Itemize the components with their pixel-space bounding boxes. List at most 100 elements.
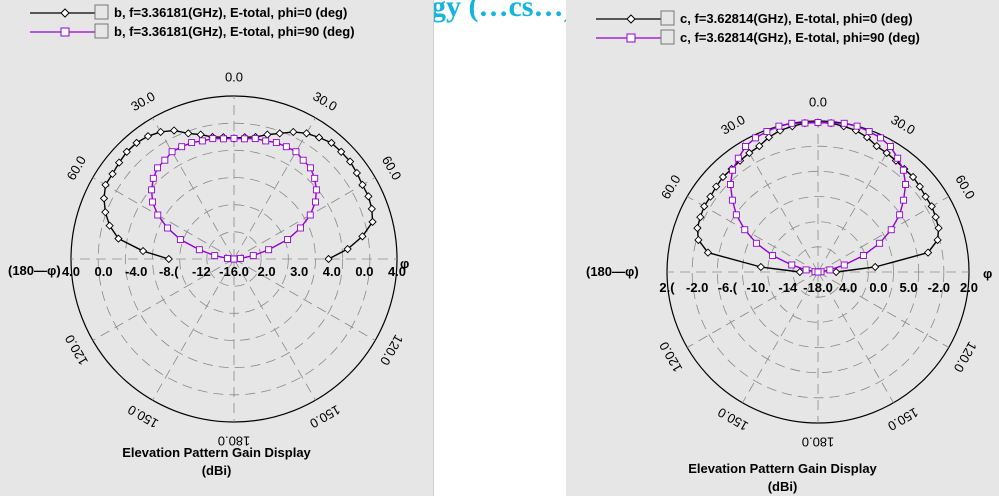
angle-label-top: 0.0 <box>225 69 243 84</box>
data-point-diamond <box>693 223 702 233</box>
data-point-diamond <box>302 129 311 138</box>
radial-tick-label: -12 <box>192 264 211 279</box>
radial-tick-label: 4.0 <box>388 264 406 279</box>
data-point-diamond <box>862 133 872 142</box>
data-point-square <box>230 255 238 263</box>
polar-grid-ring <box>206 231 262 287</box>
data-point-square <box>164 224 171 232</box>
radial-tick-label: 2.0 <box>960 280 978 295</box>
data-point-square <box>265 246 273 254</box>
data-point-diamond <box>872 141 881 151</box>
data-point-diamond <box>337 147 346 156</box>
data-point-square <box>220 135 227 143</box>
chart-caption: Elevation Pattern Gain Display (dBi) <box>0 444 433 480</box>
radial-tick-label: 0.0 <box>95 264 113 279</box>
data-point-square <box>763 128 771 135</box>
data-point-square <box>307 164 314 172</box>
data-point-square <box>894 154 902 162</box>
radial-tick-label: 4.0 <box>62 264 80 279</box>
data-point-diamond <box>138 246 148 256</box>
data-point-square <box>728 196 736 204</box>
data-point-diamond <box>101 208 110 217</box>
polar-spoke <box>152 117 235 260</box>
data-point-diamond <box>795 267 805 277</box>
data-point-diamond <box>871 262 880 272</box>
data-point-diamond <box>114 234 123 243</box>
angle-label-mid-left: 60.0 <box>658 172 684 201</box>
legend-checkbox[interactable] <box>660 10 675 26</box>
angle-label-bottom-left: 150.0 <box>125 402 161 431</box>
data-point-diamond <box>99 194 109 203</box>
data-point-square <box>176 236 184 243</box>
data-point-diamond <box>101 180 110 189</box>
data-point-square <box>726 180 734 188</box>
data-point-diamond <box>764 133 774 142</box>
angle-label-low-left: 120.0 <box>656 339 685 375</box>
polar-grid-ring <box>742 196 894 348</box>
polar-spoke <box>687 271 819 348</box>
data-point-diamond <box>122 147 131 156</box>
data-point-square <box>752 239 760 247</box>
legend-checkbox[interactable] <box>660 29 675 45</box>
data-point-diamond <box>703 248 713 257</box>
data-point-diamond <box>718 172 728 182</box>
data-point-square <box>788 119 796 127</box>
data-point-diamond <box>275 129 284 138</box>
angle-label-bottom-right: 150.0 <box>885 405 921 434</box>
data-point-square <box>853 122 861 130</box>
data-point-diamond <box>831 267 841 277</box>
data-point-diamond <box>169 126 179 135</box>
data-point-square <box>814 119 822 126</box>
data-point-square <box>859 252 867 259</box>
data-point-square <box>188 139 196 147</box>
angle-label-mid-right: 60.0 <box>952 172 978 201</box>
polar-spoke <box>817 141 894 273</box>
radial-tick-label: -2.0 <box>928 280 950 295</box>
legend-swatch-line <box>30 4 109 20</box>
axis-label-right: φ <box>400 256 409 271</box>
legend-checkbox[interactable] <box>94 4 109 20</box>
polar-grid-ring <box>124 149 344 369</box>
legend-label: b, f=3.36181(GHz), E-total, phi=0 (deg) <box>114 5 348 20</box>
data-point-diamond <box>105 221 114 230</box>
radial-tick-label: 4.0 <box>323 264 341 279</box>
data-point-diamond <box>745 148 754 158</box>
data-point-square <box>251 135 259 143</box>
caption-line1: Elevation Pattern Gain Display <box>122 445 311 460</box>
data-point-square <box>237 254 244 262</box>
legend-checkbox[interactable] <box>94 23 109 39</box>
data-point-square <box>802 266 810 274</box>
data-point-diamond <box>915 182 924 191</box>
data-point-square <box>161 156 169 164</box>
data-point-square <box>292 148 300 156</box>
data-point-diamond <box>289 127 298 137</box>
data-point-diamond <box>164 254 173 264</box>
legend-label: b, f=3.36181(GHz), E-total, phi=90 (deg) <box>114 24 355 39</box>
polar-chart-right: 0.0 30.0 60.0 120.0 150.0 180.0 150.0 120.0 60.0… <box>586 94 992 449</box>
polar-grid <box>666 120 970 424</box>
radial-tick-label: -4.0 <box>125 264 147 279</box>
radial-tick-label: 2.0 <box>258 264 276 279</box>
data-point-square <box>311 198 319 206</box>
legend-swatch-line <box>30 23 109 39</box>
series-phi90 <box>726 119 910 276</box>
data-point-diamond <box>314 133 324 142</box>
data-point-square <box>734 154 742 162</box>
data-point-square <box>272 139 280 147</box>
data-point-diamond <box>931 212 940 222</box>
data-point-square <box>887 226 895 234</box>
data-point-square <box>887 143 894 150</box>
axis-label-left: (180—φ) <box>586 264 639 279</box>
data-point-square <box>775 122 783 130</box>
data-point-diamond <box>184 129 193 138</box>
axis-label-left: (180—φ) <box>8 263 61 278</box>
polar-grid-ring <box>691 145 945 399</box>
polar-spoke <box>687 196 819 273</box>
radial-tick-label: 2.( <box>659 280 675 295</box>
angle-label-upper-right: 30.0 <box>310 89 339 115</box>
data-point-square <box>899 166 907 174</box>
data-point-square <box>814 268 822 276</box>
data-point-square <box>877 134 884 142</box>
polar-spoke <box>817 271 949 348</box>
data-point-square <box>249 252 257 260</box>
